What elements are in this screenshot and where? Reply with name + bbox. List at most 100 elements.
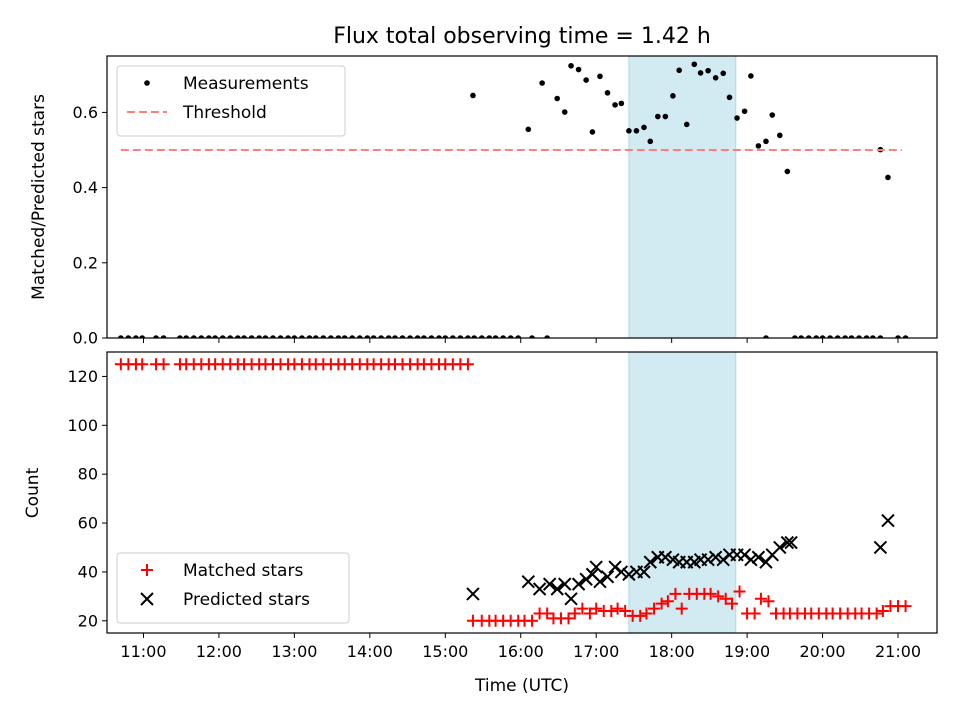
chart-title: Flux total observing time = 1.42 h: [333, 24, 711, 49]
measurement-point: [805, 335, 812, 338]
measurement-point: [525, 126, 532, 133]
observing-window: [628, 56, 737, 338]
matched-star-point: [661, 595, 674, 608]
measurement-point: [227, 335, 234, 338]
measurement-point: [470, 92, 476, 99]
legend-label: Measurements: [183, 74, 309, 94]
matched-star-point: [605, 605, 618, 618]
y-tick-label: 60: [78, 514, 98, 533]
measurement-point: [328, 335, 334, 338]
measurement-point: [755, 143, 762, 149]
bottom-panel: 20 40 60 80 100 120 11:00 12:00 13:00 14:00 15:00 1…: [67, 351, 938, 661]
measurement-point: [457, 335, 464, 338]
measurement-point: [589, 129, 596, 135]
measurement-point: [741, 108, 748, 115]
predicted-star-point: [564, 592, 578, 606]
measurement-point: [378, 335, 384, 338]
matched-star-point: [754, 592, 767, 605]
measurement-point: [139, 335, 146, 338]
measurement-point: [219, 335, 226, 338]
measurement-point: [320, 335, 327, 338]
measurement-point: [198, 335, 205, 338]
matched-star-point: [762, 595, 775, 608]
y-tick-label: 0.4: [73, 178, 98, 197]
measurement-point: [895, 335, 901, 338]
measurement-point: [256, 335, 262, 338]
matched-star-point: [568, 607, 581, 620]
measurement-point: [270, 335, 276, 338]
measurement-point: [471, 335, 478, 338]
x-tick-label: 13:00: [271, 642, 317, 661]
measurement-point: [641, 124, 647, 131]
measurement-point: [515, 335, 522, 338]
matched-star-point: [899, 600, 912, 613]
matched-star-point: [576, 602, 589, 615]
measurement-point: [819, 335, 826, 338]
measurement-point: [285, 335, 291, 338]
measurement-point: [676, 67, 682, 74]
measurement-point: [428, 335, 435, 338]
measurement-point: [414, 335, 421, 338]
measurement-point: [763, 138, 769, 145]
measurement-point: [604, 90, 611, 96]
measurement-point: [492, 335, 499, 338]
measurement-point: [834, 335, 841, 338]
axes-frame: [106, 351, 938, 634]
x-tick-label: 18:00: [649, 642, 695, 661]
measurement-point: [507, 335, 514, 338]
top-legend: Measurements Threshold: [116, 65, 346, 137]
measurement-point: [683, 121, 690, 128]
top-panel: 0.0 0.2 0.4 0.6 Measurements Threshold: [73, 55, 938, 348]
measurement-point: [364, 335, 371, 338]
bottom-y-axis-label: Count: [23, 467, 43, 518]
measurement-point: [306, 335, 313, 338]
measurement-point: [856, 335, 862, 338]
measurement-point: [597, 73, 603, 80]
predicted-star-point: [643, 555, 657, 569]
matched-star-point: [611, 602, 624, 615]
legend-box: [116, 552, 350, 624]
measurement-point: [697, 70, 704, 76]
measurement-point: [529, 335, 535, 338]
measurement-point: [486, 335, 493, 338]
measurement-point: [877, 335, 884, 338]
matched-star-point: [634, 609, 647, 622]
measurement-point: [885, 174, 891, 181]
x-tick-label: 11:00: [120, 642, 166, 661]
predicted-star-point: [784, 535, 798, 550]
legend-swatch-predicted: [140, 592, 154, 606]
matched-star-point: [704, 587, 717, 600]
measurement-point: [277, 335, 284, 338]
measurement-point: [769, 112, 776, 118]
legend-label: Threshold: [182, 103, 267, 123]
measurement-point: [335, 335, 342, 338]
predicted-star-point: [622, 567, 636, 582]
measurement-point: [670, 93, 676, 99]
matched-star-point: [461, 358, 474, 371]
measurement-point: [341, 335, 348, 338]
y-tick-label: 0.2: [73, 253, 98, 272]
measurement-point: [133, 335, 139, 338]
bottom-legend: Matched stars Predicted stars: [116, 552, 350, 624]
legend-label: Predicted stars: [183, 590, 310, 610]
measurement-point: [183, 335, 190, 338]
axes-frame: [106, 55, 938, 339]
matched-star-point: [541, 607, 554, 620]
predicted-star-point: [780, 535, 795, 550]
measurement-point: [842, 335, 848, 338]
y-tick-label: 120: [67, 367, 98, 386]
matched-star-point: [669, 587, 682, 600]
x-tick-label: 21:00: [875, 642, 921, 661]
predicted-star-point: [773, 540, 787, 555]
matched-star-point: [590, 602, 603, 615]
measurement-point: [450, 335, 456, 338]
measurement-point: [848, 335, 855, 338]
y-tick-label: 0.0: [73, 329, 98, 348]
predicted-star-point: [701, 552, 715, 567]
predicted-star-point: [550, 582, 564, 596]
predicted-star-point: [708, 550, 723, 564]
plot-area: [118, 56, 909, 338]
matched-star-point: [583, 607, 596, 620]
legend-swatch-measurements: [144, 80, 150, 86]
y-tick-label: 80: [78, 465, 98, 484]
